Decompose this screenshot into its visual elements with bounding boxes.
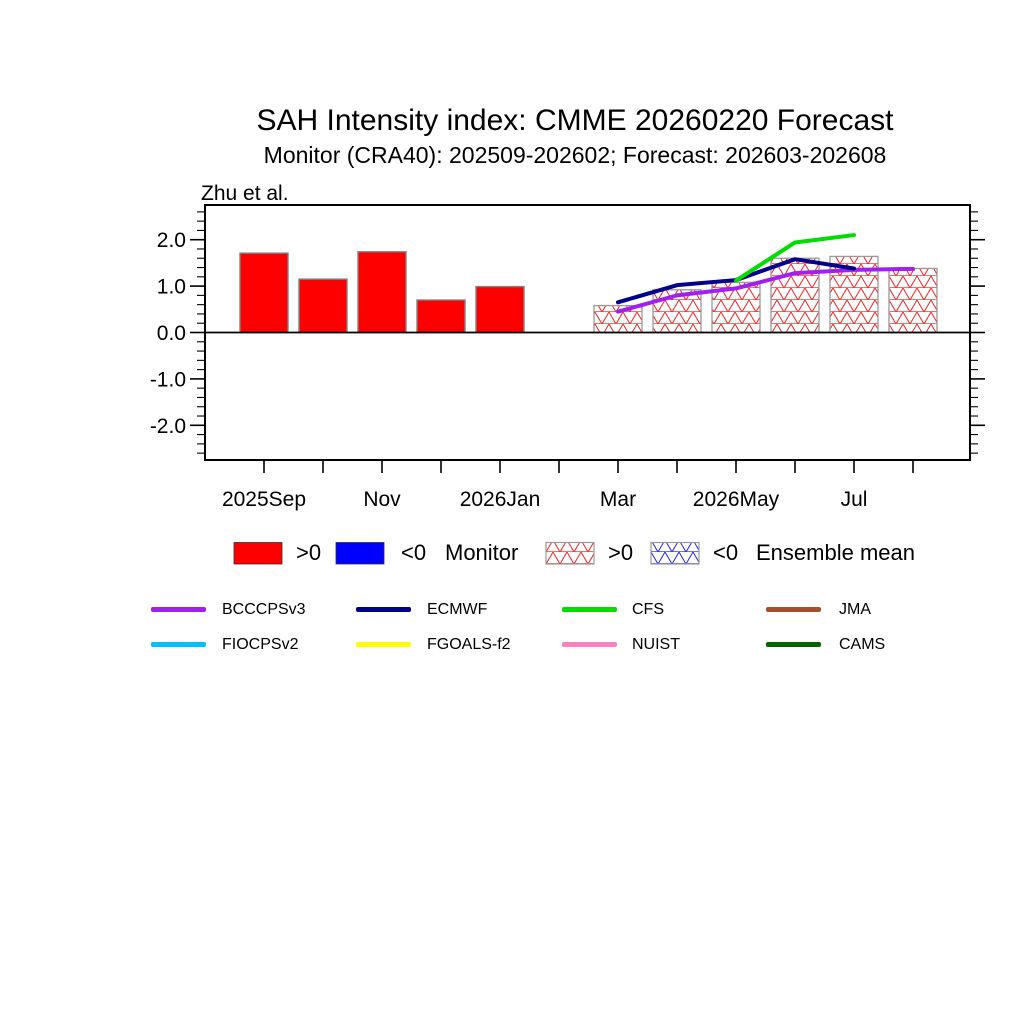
legend-swatch-ensemble-positive (545, 541, 595, 565)
legend-label-cfs: CFS (632, 601, 664, 618)
x-tick-label: Jul (841, 488, 868, 511)
x-tick-label: 2026May (693, 488, 780, 511)
legend-label-fiocpsv2: FIOCPSv2 (222, 636, 299, 653)
legend-swatch-ensemble-negative (650, 541, 700, 565)
legend-monitor-label: Monitor (445, 540, 519, 565)
monitor-bar (239, 252, 289, 334)
legend-swatch-monitor-negative (335, 542, 385, 565)
x-tick-label: Mar (600, 488, 636, 511)
monitor-bar (416, 299, 466, 334)
y-tick-label: -2.0 (150, 415, 186, 438)
legend-line-cfs (562, 607, 617, 612)
legend-ensemble-label: Ensemble mean (756, 540, 915, 565)
legend-monitor-pos-label: >0 (296, 540, 322, 565)
monitor-bar (298, 278, 348, 334)
monitor-bar (357, 251, 407, 334)
legend-line-bcccpsv3 (151, 607, 206, 612)
legend-label-nuist: NUIST (632, 636, 680, 653)
x-tick-label: Nov (363, 488, 401, 511)
chart-subtitle: Monitor (CRA40): 202509-202602; Forecast… (263, 142, 887, 168)
legend-line-ecmwf (356, 607, 411, 612)
chart-title: SAH Intensity index: CMME 20260220 Forec… (256, 104, 894, 137)
y-tick-label: 0.0 (157, 322, 186, 345)
legend-line-fgoals-f2 (356, 642, 411, 647)
legend-line-jma (766, 607, 821, 612)
monitor-bar (475, 285, 525, 334)
y-tick-label: 2.0 (157, 229, 186, 252)
annotation-zhu-et-al: Zhu et al. (201, 182, 289, 205)
legend-label-ecmwf: ECMWF (427, 601, 488, 618)
legend-line-cams (766, 642, 821, 647)
legend-label-fgoals-f2: FGOALS-f2 (427, 636, 511, 653)
y-tick-label: 1.0 (157, 276, 186, 299)
legend-label-cams: CAMS (839, 636, 886, 653)
legend-label-jma: JMA (839, 601, 871, 618)
ensemble-bar (888, 267, 938, 334)
series-line-cfs (734, 233, 856, 283)
x-tick-label: 2026Jan (460, 488, 541, 511)
legend-ensemble-neg-label: <0 (713, 540, 739, 565)
series-line-bcccpsv3 (616, 266, 915, 314)
legend-label-bcccpsv3: BCCCPSv3 (222, 601, 306, 618)
legend-ensemble-pos-label: >0 (608, 540, 634, 565)
legend-line-fiocpsv2 (151, 642, 206, 647)
legend-line-nuist (562, 642, 617, 647)
legend-swatch-monitor-positive (233, 542, 283, 565)
y-tick-label: -1.0 (150, 368, 186, 391)
x-tick-label: 2025Sep (222, 488, 306, 511)
legend-monitor-neg-label: <0 (401, 540, 427, 565)
ensemble-bar (770, 257, 820, 334)
